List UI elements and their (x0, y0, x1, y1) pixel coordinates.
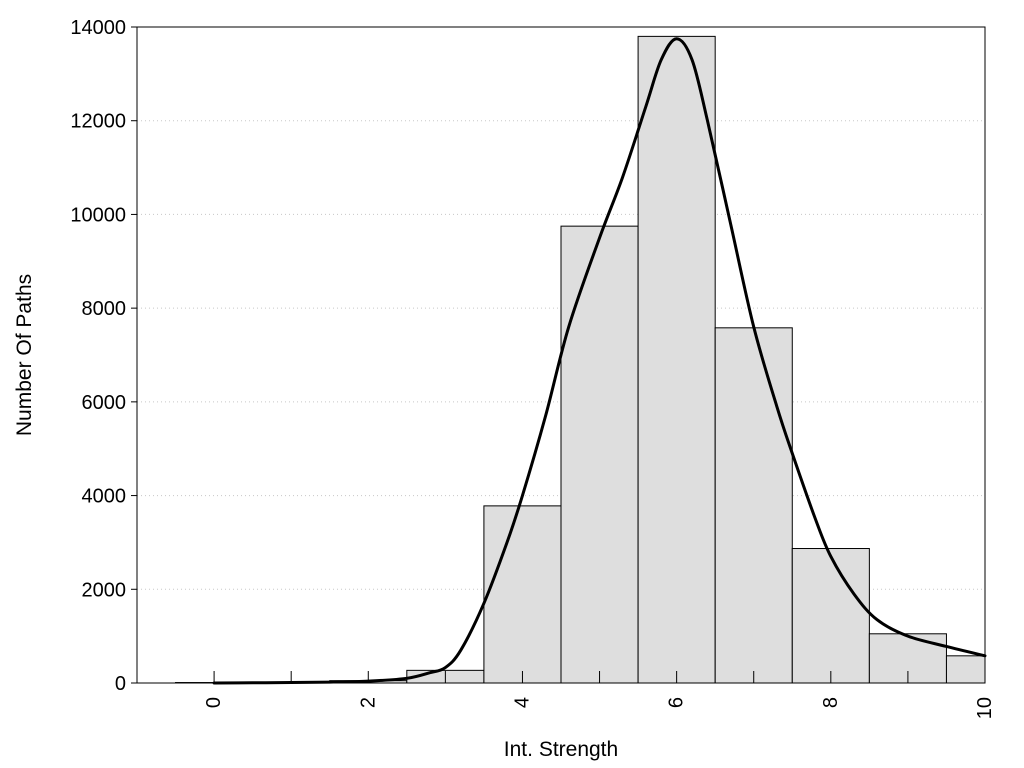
bars (175, 35, 986, 684)
x-tick-label-6: 6 (666, 697, 688, 708)
y-tick-label-6000: 6000 (82, 392, 127, 414)
y-tick-label-12000: 12000 (70, 111, 126, 133)
y-tick-label-2000: 2000 (82, 579, 127, 601)
y-tick-label-4000: 4000 (82, 486, 127, 508)
x-tick-label-4: 4 (511, 697, 533, 708)
histogram-bar-8 (791, 548, 870, 684)
x-tick-label-8: 8 (820, 697, 842, 708)
y-tick-label-0: 0 (115, 673, 126, 695)
histogram-bar-7 (714, 327, 793, 684)
histogram-bar-4 (483, 505, 562, 684)
y-tick-label-10000: 10000 (70, 204, 126, 226)
histogram-bar-6 (637, 35, 716, 684)
histogram-bar-10 (945, 655, 986, 684)
x-tick-label-10: 10 (974, 697, 996, 719)
x-axis-ticks: 0 2 4 6 8 10 (203, 671, 996, 719)
y-axis-ticks: 0 2000 4000 6000 8000 10000 12000 14000 (70, 17, 137, 695)
y-tick-label-8000: 8000 (82, 298, 127, 320)
density-curve (212, 37, 987, 685)
x-tick-label-2: 2 (357, 697, 379, 708)
y-axis-label: Number Of Paths (13, 274, 36, 436)
y-tick-label-14000: 14000 (70, 17, 126, 39)
histogram-bar-5 (560, 225, 639, 684)
x-tick-label-0: 0 (203, 697, 225, 708)
plot-frame (136, 26, 986, 684)
x-axis-label: Int. Strength (504, 738, 618, 761)
density-curve-layer (212, 37, 987, 685)
